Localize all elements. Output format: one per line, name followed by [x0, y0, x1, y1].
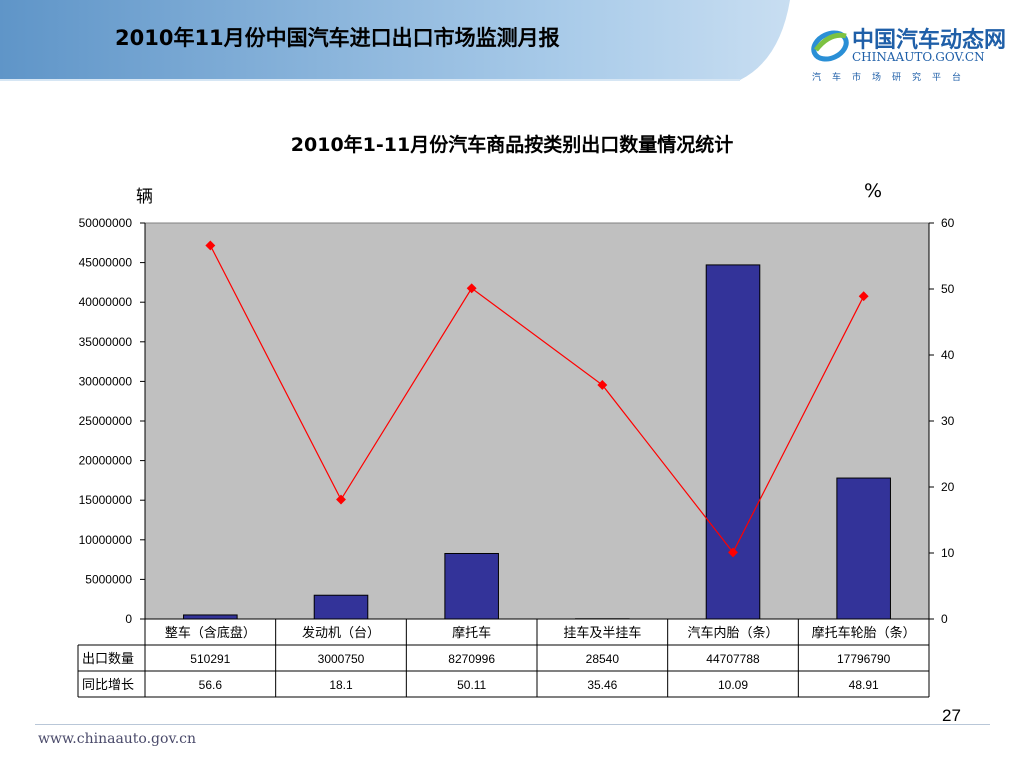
y2-tick-label: 40	[941, 348, 955, 362]
category-label: 汽车内胎（条）	[687, 625, 778, 640]
growth-line	[209, 245, 865, 554]
plot-area	[144, 222, 930, 620]
growth-point	[336, 494, 346, 505]
y-tick-label: 0	[125, 612, 132, 626]
page-title: 2010年11月份中国汽车进口出口市场监测月报	[115, 26, 560, 50]
chinaauto-logo: 中国汽车动态网 CHINAAUTO.GOV.CN 汽车市场研究平台	[808, 22, 1008, 86]
header-band-shape	[0, 0, 1024, 81]
table-cell: 10.09	[718, 678, 748, 692]
category-label: 发动机（台）	[302, 625, 380, 640]
y-tick-label: 25000000	[79, 414, 133, 428]
y2-tick-label: 20	[941, 480, 955, 494]
y-tick-label: 50000000	[79, 216, 133, 230]
y2-tick-label: 10	[941, 546, 955, 560]
logo-cn-text: 中国汽车动态网	[852, 28, 1007, 53]
y-tick-label: 30000000	[79, 374, 133, 388]
series-name: 出口数量	[82, 651, 134, 666]
bar	[705, 264, 761, 620]
footer-url[interactable]: www.chinaauto.gov.cn	[38, 731, 197, 747]
growth-point	[466, 283, 477, 294]
bar	[183, 614, 238, 620]
left-axis-unit: 辆	[136, 187, 153, 207]
growth-point	[597, 380, 608, 390]
table-cell: 18.1	[329, 678, 353, 692]
growth-point	[205, 240, 216, 251]
table-cell: 17796790	[837, 652, 891, 666]
y-tick-label: 20000000	[79, 454, 133, 468]
logo-swoosh-icon	[811, 30, 849, 62]
y2-tick-label: 60	[941, 216, 955, 230]
growth-point	[858, 291, 869, 302]
category-label: 摩托车	[452, 625, 491, 640]
y2-tick-label: 0	[941, 612, 948, 626]
header-band	[0, 0, 1024, 82]
table-cell: 56.6	[199, 678, 223, 692]
y2-tick-label: 30	[941, 414, 955, 428]
table-cell: 510291	[190, 652, 230, 666]
y-tick-label: 35000000	[79, 335, 133, 349]
table-cell: 8270996	[448, 652, 495, 666]
y-tick-label: 15000000	[79, 493, 133, 507]
category-label: 整车（含底盘）	[165, 625, 256, 640]
table-cell: 48.91	[849, 678, 879, 692]
category-label: 摩托车轮胎（条）	[812, 625, 916, 640]
footer-divider	[35, 724, 990, 725]
table-cell: 35.46	[587, 678, 617, 692]
growth-point	[728, 547, 738, 558]
logo-sub-text: 汽车市场研究平台	[812, 73, 973, 83]
table-cell: 28540	[586, 652, 620, 666]
chart-title: 2010年1-11月份汽车商品按类别出口数量情况统计	[290, 134, 734, 156]
series-name: 同比增长	[82, 677, 134, 692]
y2-tick-label: 50	[941, 282, 955, 296]
table-cell: 3000750	[318, 652, 365, 666]
y-tick-label: 45000000	[79, 256, 133, 270]
logo-en-text: CHINAAUTO.GOV.CN	[852, 50, 985, 64]
table-cell: 44707788	[706, 652, 760, 666]
y-tick-label: 10000000	[79, 533, 133, 547]
right-axis-unit: %	[864, 180, 883, 202]
y-tick-label: 5000000	[85, 572, 132, 586]
bar	[313, 594, 369, 620]
table-cell: 50.11	[457, 678, 486, 692]
bar	[836, 477, 891, 620]
y-tick-label: 40000000	[79, 295, 133, 309]
page-number: 27	[942, 706, 961, 725]
category-label: 挂车及半挂车	[563, 625, 641, 640]
bar	[444, 552, 499, 620]
